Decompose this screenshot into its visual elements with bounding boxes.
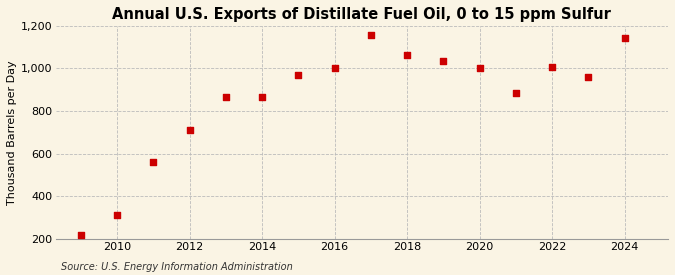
Point [402, 53, 412, 57]
Point [221, 95, 232, 99]
Point [184, 128, 195, 132]
Point [510, 91, 521, 95]
Point [76, 232, 86, 237]
Point [365, 33, 376, 38]
Point [329, 66, 340, 71]
Title: Annual U.S. Exports of Distillate Fuel Oil, 0 to 15 ppm Sulfur: Annual U.S. Exports of Distillate Fuel O… [112, 7, 612, 22]
Point [293, 73, 304, 77]
Text: Source: U.S. Energy Information Administration: Source: U.S. Energy Information Administ… [61, 262, 292, 272]
Point [583, 75, 594, 79]
Y-axis label: Thousand Barrels per Day: Thousand Barrels per Day [7, 60, 17, 205]
Point [112, 213, 123, 218]
Point [438, 59, 449, 63]
Point [547, 65, 558, 70]
Point [474, 66, 485, 71]
Point [256, 95, 267, 99]
Point [148, 160, 159, 164]
Point [619, 35, 630, 40]
